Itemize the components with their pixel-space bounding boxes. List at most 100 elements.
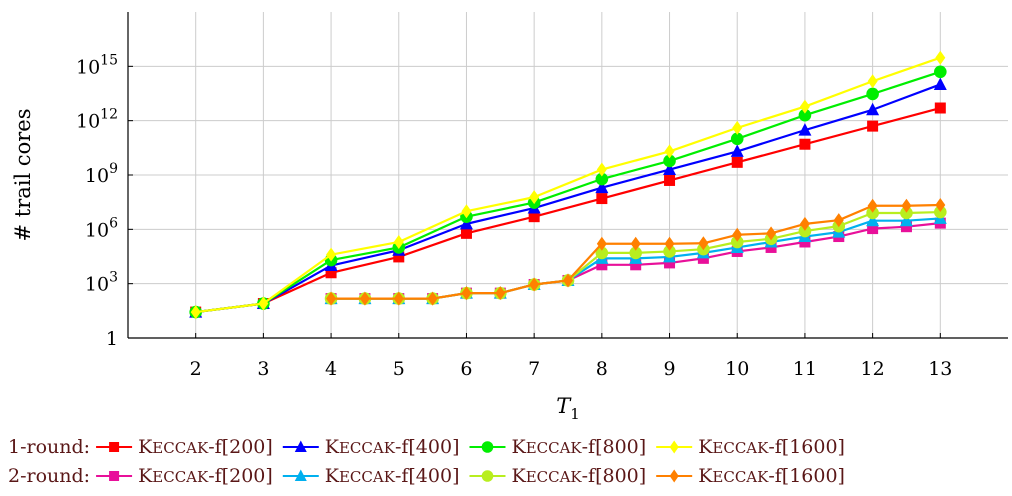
y-tick-exponent: 15 <box>100 52 118 68</box>
legend-label-suffix: -f[1600] <box>768 436 845 458</box>
x-axis-title-main: T <box>556 394 572 418</box>
legend-label-K: K <box>325 465 340 487</box>
data-point <box>529 277 540 292</box>
data-point <box>732 227 743 242</box>
data-point <box>901 198 912 213</box>
data-point <box>596 236 607 251</box>
legend-row-label: 2-round: <box>8 465 90 487</box>
data-point <box>900 206 913 220</box>
legend-label-K: K <box>698 465 713 487</box>
data-point <box>730 132 744 146</box>
y-tick-base: 10 <box>85 165 109 187</box>
y-axis-title: # trail cores <box>11 108 35 241</box>
data-point <box>866 87 879 101</box>
legend-label-K: K <box>325 436 340 458</box>
legend-label-suffix: -f[200] <box>208 465 273 487</box>
data-point <box>663 154 676 168</box>
data-point <box>900 221 912 233</box>
legend-label: KECCAK-f[200] <box>138 436 273 458</box>
y-tick-label: 1015 <box>76 52 118 78</box>
data-point <box>663 162 677 176</box>
plot-area <box>189 50 947 320</box>
legend-row-label: 1-round: <box>8 436 90 458</box>
data-point <box>664 144 675 159</box>
legend-label-smallcaps: ECCAK <box>712 439 769 457</box>
data-point <box>461 204 472 219</box>
legend-label: KECCAK-f[400] <box>325 436 460 458</box>
legend-marker <box>294 440 307 452</box>
data-point <box>899 213 913 227</box>
series-8 <box>326 198 946 306</box>
grid <box>128 12 1008 339</box>
legend-label-suffix: -f[800] <box>582 465 647 487</box>
data-point <box>934 205 947 219</box>
legend-label-K: K <box>138 436 153 458</box>
y-tick-base: 10 <box>85 274 109 296</box>
legend-item: KECCAK-f[200] <box>96 436 273 458</box>
data-point <box>766 226 777 241</box>
data-point <box>866 102 880 116</box>
data-point <box>732 120 743 135</box>
data-point <box>933 77 947 90</box>
data-point <box>664 174 676 186</box>
x-tick-label: 2 <box>190 358 202 380</box>
data-point <box>596 162 607 177</box>
data-point <box>393 251 405 263</box>
legend-marker <box>109 442 120 452</box>
data-point <box>867 74 878 89</box>
data-point <box>595 246 609 260</box>
data-point <box>663 245 676 258</box>
legend-item: KECCAK-f[800] <box>469 436 646 458</box>
data-point <box>190 305 201 320</box>
data-point <box>798 123 812 136</box>
legend-label-smallcaps: ECCAK <box>712 468 769 486</box>
legend-label-suffix: -f[200] <box>208 436 273 458</box>
x-axis-title-subscript: 1 <box>570 405 580 423</box>
legend-item: KECCAK-f[400] <box>282 436 460 458</box>
x-axis-title: T1 <box>556 394 580 423</box>
x-tick-label: 5 <box>393 358 405 380</box>
y-tick-exponent: 12 <box>100 107 118 123</box>
legend-label: KECCAK-f[1600] <box>698 436 845 458</box>
legend-label-smallcaps: ECCAK <box>526 468 583 486</box>
x-tick-label: 8 <box>596 358 608 380</box>
series-line <box>195 70 941 314</box>
legend-marker <box>481 470 494 482</box>
legend-label-smallcaps: ECCAK <box>339 468 396 486</box>
x-tick-label: 7 <box>528 358 540 380</box>
series-4 <box>190 50 946 320</box>
data-point <box>866 206 879 220</box>
legend-label-suffix: -f[1600] <box>768 465 845 487</box>
legend-label-K: K <box>511 436 526 458</box>
legend-item: KECCAK-f[200] <box>96 465 273 487</box>
data-point <box>798 108 812 122</box>
data-point <box>867 120 879 132</box>
data-point <box>934 65 947 79</box>
legend-item: KECCAK-f[1600] <box>656 465 845 487</box>
x-tick-label: 9 <box>663 358 675 380</box>
legend-label-smallcaps: ECCAK <box>526 439 583 457</box>
data-point <box>833 213 844 228</box>
legend-label-smallcaps: ECCAK <box>152 439 209 457</box>
legend-label: KECCAK-f[200] <box>138 465 273 487</box>
legend-item: KECCAK-f[400] <box>282 465 459 487</box>
data-point <box>460 227 472 239</box>
data-point <box>528 211 540 223</box>
data-point <box>799 99 810 114</box>
y-tick-exponent: 3 <box>109 270 118 286</box>
data-point <box>935 198 946 213</box>
data-point <box>595 172 609 186</box>
legend-label-suffix: -f[400] <box>395 436 460 458</box>
data-point <box>867 198 878 213</box>
y-tick-base: 10 <box>76 56 100 78</box>
y-tick-label: 109 <box>85 161 118 187</box>
legend-item: KECCAK-f[1600] <box>656 436 845 458</box>
y-tick-label: 1012 <box>76 107 118 133</box>
data-point <box>427 291 438 306</box>
data-point <box>596 193 608 205</box>
legend-label-K: K <box>511 465 526 487</box>
data-point <box>698 236 709 251</box>
data-point <box>326 247 337 262</box>
